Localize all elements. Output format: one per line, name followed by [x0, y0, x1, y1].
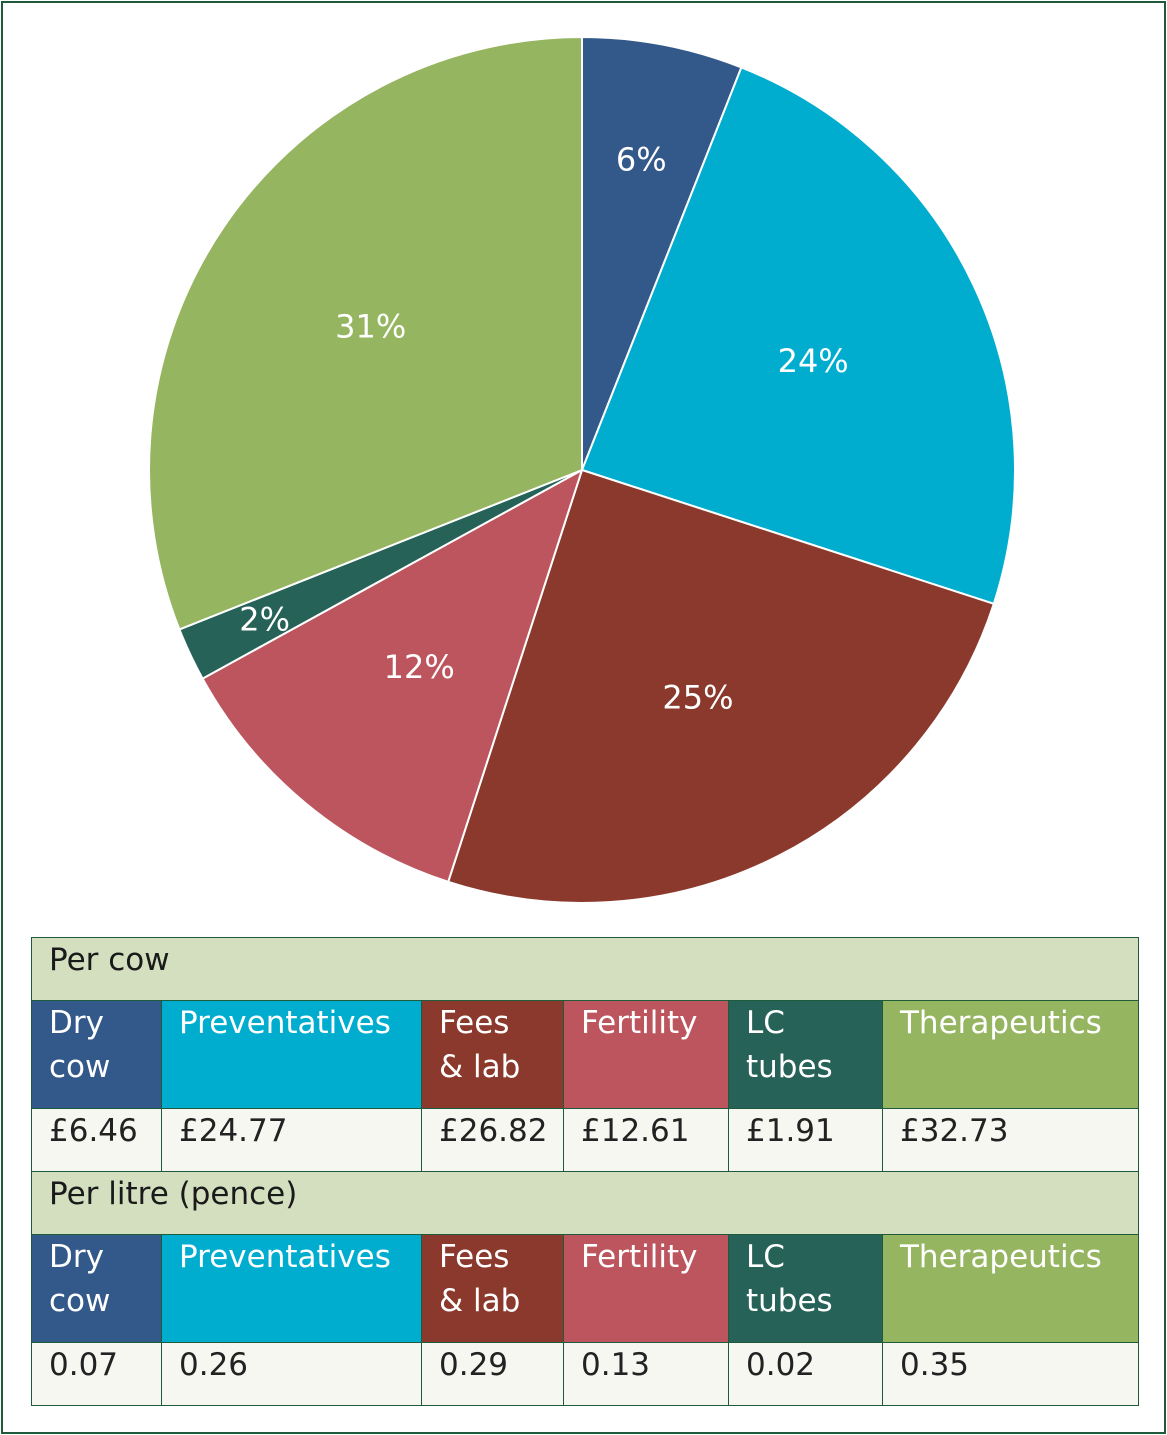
header-line1: Fertility [581, 1005, 698, 1041]
header-line1: Fertility [581, 1239, 698, 1275]
header-line2: cow [49, 1049, 111, 1085]
cost-table: Per cow Dry cow Preventatives Fees & lab F… [30, 937, 1140, 1406]
header-line2: cow [49, 1283, 111, 1319]
value-cell: 0.35 [881, 1342, 1140, 1406]
header-line2: tubes [746, 1283, 833, 1319]
value-cell: 0.02 [728, 1342, 883, 1406]
header-dry-cow: Dry cow [31, 1234, 162, 1343]
header-line1: Fees [439, 1239, 510, 1275]
header-line1: Preventatives [179, 1005, 391, 1041]
header-line1: LC [746, 1005, 785, 1041]
value-cell: 0.13 [563, 1342, 729, 1406]
section-header-per-cow: Per cow [30, 937, 1140, 1001]
header-preventatives: Preventatives [161, 1000, 422, 1109]
category-header-row: Dry cow Preventatives Fees & lab Fertility… [31, 1234, 1140, 1343]
header-therapeutics: Therapeutics [881, 1234, 1140, 1343]
pie-slice-preventatives [580, 66, 1016, 606]
header-lc-tubes: LC tubes [728, 1000, 883, 1109]
pie-slice-dry_cow [581, 35, 743, 471]
pie-label-dry_cow: 6% [616, 141, 667, 179]
header-fertility: Fertility [563, 1234, 729, 1343]
pie-label-fertility: 12% [384, 648, 455, 686]
section-title: Per litre (pence) [30, 1171, 1140, 1235]
value-cell: £24.77 [161, 1108, 422, 1172]
header-line1: Fees [439, 1005, 510, 1041]
header-line1: Therapeutics [900, 1239, 1102, 1275]
header-line1: LC [746, 1239, 785, 1275]
value-cell: £12.61 [563, 1108, 729, 1172]
header-lc-tubes: LC tubes [728, 1234, 883, 1343]
pie-label-therapeutics: 31% [335, 307, 406, 345]
section-title: Per cow [30, 937, 1140, 1001]
value-cell: £6.46 [31, 1108, 162, 1172]
header-line2: & lab [439, 1283, 521, 1319]
header-line1: Dry [49, 1005, 104, 1041]
values-row-per-litre: 0.07 0.26 0.29 0.13 0.02 0.35 [31, 1342, 1140, 1406]
values-row-per-cow: £6.46 £24.77 £26.82 £12.61 £1.91 £32.73 [31, 1108, 1140, 1172]
pie-slice-therapeutics [148, 35, 583, 631]
header-dry-cow: Dry cow [31, 1000, 162, 1109]
header-fees-lab: Fees & lab [421, 1234, 564, 1343]
value-cell: £26.82 [421, 1108, 564, 1172]
category-header-row: Dry cow Preventatives Fees & lab Fertility… [31, 1000, 1140, 1109]
header-line1: Dry [49, 1239, 104, 1275]
value-cell: £1.91 [728, 1108, 883, 1172]
header-line1: Preventatives [179, 1239, 391, 1275]
value-cell: 0.29 [421, 1342, 564, 1406]
value-cell: 0.07 [31, 1342, 162, 1406]
pie-label-preventatives: 24% [778, 342, 849, 380]
header-fees-lab: Fees & lab [421, 1000, 564, 1109]
pie-label-fees_lab: 25% [662, 679, 733, 717]
section-header-per-litre: Per litre (pence) [30, 1171, 1140, 1235]
value-cell: 0.26 [161, 1342, 422, 1406]
header-line2: tubes [746, 1049, 833, 1085]
pie-chart: 6% 24% 25% 12% 2% 31% [148, 35, 1016, 904]
header-line2: & lab [439, 1049, 521, 1085]
value-cell: £32.73 [881, 1108, 1140, 1172]
header-line1: Therapeutics [900, 1005, 1102, 1041]
header-fertility: Fertility [563, 1000, 729, 1109]
pie-slice-fertility [201, 467, 584, 884]
header-preventatives: Preventatives [161, 1234, 422, 1343]
pie-label-lc_tubes: 2% [239, 600, 290, 638]
pie-slice-fees_lab [446, 468, 996, 904]
header-therapeutics: Therapeutics [881, 1000, 1140, 1109]
